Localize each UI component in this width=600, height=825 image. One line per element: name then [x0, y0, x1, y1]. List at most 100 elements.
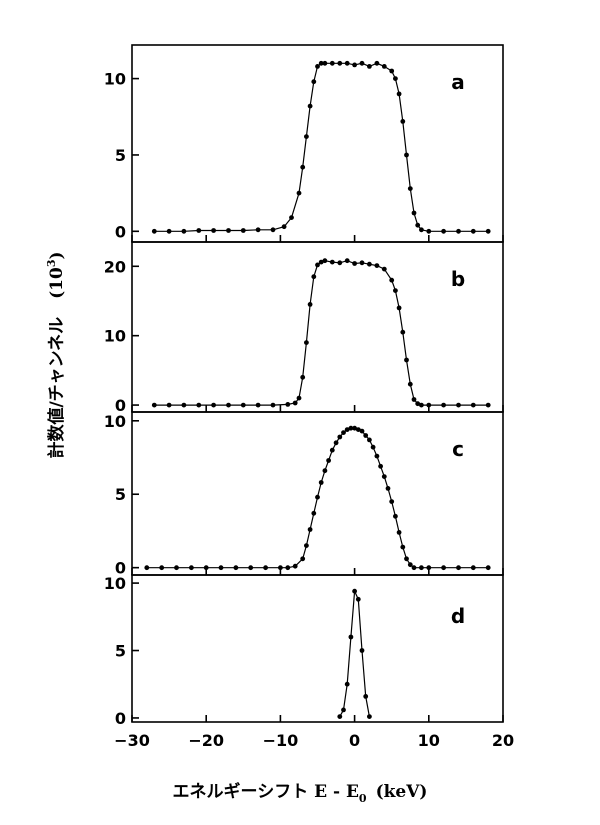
- y-tick-label: 0: [115, 559, 126, 578]
- data-point: [393, 288, 398, 293]
- data-point: [389, 499, 395, 504]
- x-tick-label: −30: [114, 731, 150, 750]
- data-point: [300, 556, 306, 562]
- data-point: [240, 228, 246, 233]
- data-point: [348, 425, 354, 431]
- data-point: [315, 64, 320, 69]
- data-point: [315, 494, 320, 500]
- data-point: [374, 453, 380, 459]
- data-point: [315, 262, 320, 268]
- data-point: [348, 634, 354, 640]
- panel-d: 0 5 10 d: [104, 574, 504, 728]
- y-tick-label: 0: [115, 396, 126, 415]
- data-point: [367, 714, 372, 719]
- x-tick-label: 0: [349, 731, 360, 750]
- x-tick-label: 20: [492, 731, 514, 750]
- panel-frame: [131, 241, 504, 413]
- data-point: [359, 648, 365, 653]
- data-point: [166, 402, 172, 408]
- data-point: [270, 227, 276, 233]
- data-point: [344, 681, 350, 687]
- data-point: [300, 374, 306, 380]
- data-point: [322, 258, 328, 264]
- data-point: [352, 261, 357, 266]
- panel-label: d: [451, 604, 465, 628]
- data-point: [333, 440, 339, 446]
- data-point: [441, 565, 446, 571]
- data-point: [367, 261, 372, 267]
- data-point: [196, 402, 202, 408]
- panel-frame: [131, 44, 504, 243]
- data-point: [211, 228, 217, 233]
- data-point: [181, 228, 187, 234]
- data-point: [352, 62, 357, 68]
- data-point: [318, 60, 324, 66]
- y-tick-label: 5: [115, 642, 126, 661]
- data-point: [329, 447, 335, 453]
- data-point: [307, 103, 313, 109]
- data-point: [292, 563, 298, 569]
- data-point: [226, 228, 231, 233]
- data-point: [174, 565, 179, 571]
- data-point: [311, 510, 317, 516]
- panel-c: 0 5 10 c: [104, 411, 504, 578]
- series-line: [154, 260, 489, 406]
- data-point: [426, 565, 432, 571]
- data-point: [456, 402, 461, 408]
- data-point: [285, 565, 291, 571]
- data-point: [322, 468, 328, 474]
- data-point: [381, 64, 387, 69]
- data-point: [281, 224, 287, 230]
- data-point: [211, 402, 217, 408]
- data-point: [470, 402, 476, 408]
- data-point: [407, 381, 413, 387]
- data-point: [344, 427, 350, 432]
- data-point: [441, 228, 446, 234]
- data-point: [407, 186, 413, 192]
- data-point: [318, 259, 324, 265]
- panel-label: a: [451, 70, 465, 94]
- data-point: [359, 428, 365, 434]
- x-tick-label: −10: [263, 731, 299, 750]
- data-point: [393, 513, 398, 519]
- data-point: [404, 152, 409, 158]
- data-point: [270, 402, 276, 408]
- data-point: [329, 259, 335, 265]
- data-point: [485, 565, 491, 571]
- data-point: [415, 222, 421, 228]
- data-point: [263, 565, 268, 571]
- data-point: [352, 425, 357, 431]
- data-point: [311, 274, 317, 280]
- data-point: [248, 565, 254, 571]
- data-point: [255, 227, 261, 233]
- y-tick-label: 10: [104, 327, 126, 346]
- data-point: [226, 402, 231, 408]
- data-point: [304, 340, 309, 345]
- data-point: [144, 565, 150, 571]
- y-tick-label: 5: [115, 485, 126, 504]
- data-point: [337, 714, 343, 719]
- data-point: [363, 433, 369, 438]
- data-point: [426, 228, 432, 234]
- data-point: [166, 228, 172, 234]
- data-point: [363, 694, 369, 699]
- data-point: [404, 357, 409, 363]
- y-axis-title: 計数値/チャンネル(103): [45, 251, 67, 458]
- data-point: [329, 60, 335, 66]
- y-tick-label: 10: [104, 70, 126, 89]
- data-point: [341, 707, 346, 713]
- panel-label: b: [451, 267, 465, 291]
- series-line: [154, 62, 489, 232]
- data-point: [374, 263, 380, 268]
- data-point: [470, 228, 476, 234]
- y-tick-label: 0: [115, 222, 126, 241]
- data-point: [370, 444, 376, 450]
- data-point: [396, 305, 402, 311]
- data-point: [359, 60, 365, 66]
- data-point: [485, 402, 491, 408]
- panel-frame: [131, 411, 504, 576]
- data-point: [389, 68, 395, 74]
- data-point: [255, 402, 261, 408]
